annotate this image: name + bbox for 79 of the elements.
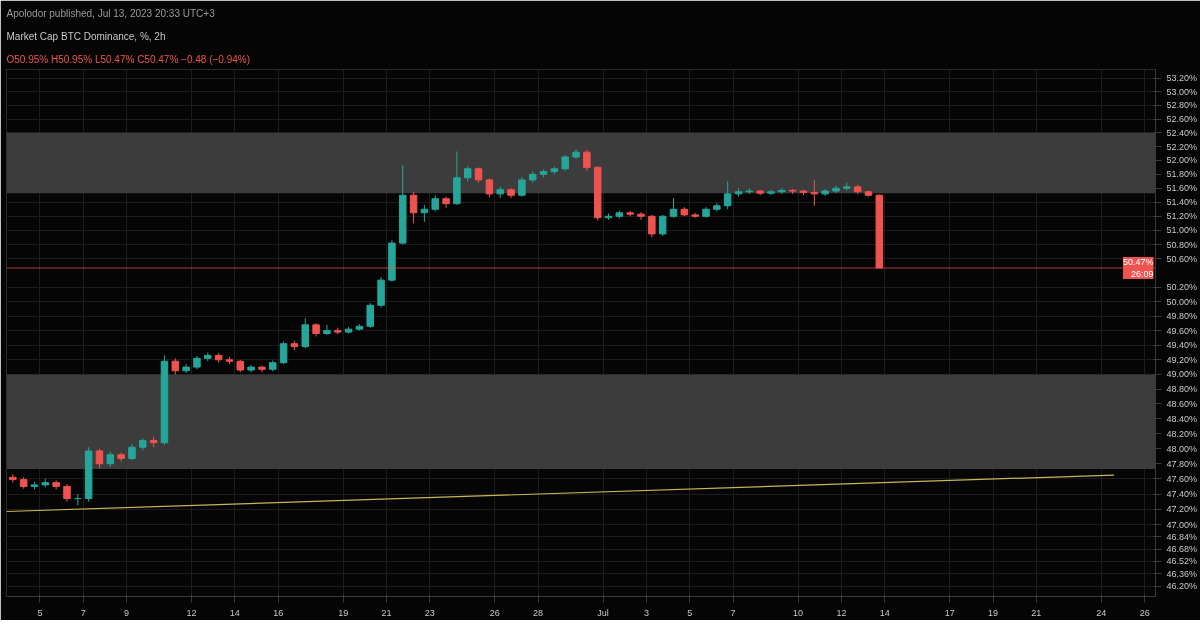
x-tick-label: 7 [730,607,736,618]
x-tick-label: 14 [879,607,890,618]
y-tick-label: 50.20% [1166,282,1198,293]
x-tick-label: 14 [229,607,240,618]
candlestick [637,211,645,221]
y-tick-label: 48.80% [1166,384,1198,395]
y-tick-label: 48.40% [1166,413,1198,424]
x-tick-label: 28 [533,607,544,618]
candlestick [648,214,656,238]
x-tick-label: 26 [1139,607,1150,618]
candlestick [723,180,732,210]
chart-subtitle: O50.95% H50.95% L50.47% C50.47% −0.48 (−0.94%) [6,53,250,65]
y-tick-label: 48.60% [1166,398,1198,409]
x-tick-label: 24 [1096,607,1107,618]
candlestick [366,302,374,329]
chart-title: Market Cap BTC Dominance, %, 2h [6,30,166,42]
y-tick-label: 46.68% [1166,544,1198,555]
x-tick-label: 9 [124,607,130,618]
y-tick-label: 50.00% [1166,296,1198,307]
y-tick-label: 52.00% [1166,155,1198,166]
x-tick-label: 12 [836,607,847,618]
x-tick-label: 3 [643,607,649,618]
y-tick-label: 49.00% [1166,369,1198,380]
y-tick-label: 49.20% [1166,354,1198,365]
x-tick-label: 21 [381,607,392,618]
y-tick-label: 47.60% [1166,473,1198,484]
candlestick [832,184,840,194]
x-tick-label: 26 [489,607,500,618]
y-tick-label: 51.00% [1166,225,1198,236]
x-tick-label: 7 [80,607,86,618]
y-tick-label: 47.40% [1166,489,1198,500]
x-tick-label: Jul [597,607,609,618]
y-tick-label: 50.60% [1166,253,1198,264]
candlestick [279,341,288,365]
y-tick-label: 46.84% [1166,531,1198,542]
candlestick [658,214,667,237]
x-tick-label: 10 [793,607,804,618]
ref-line-label: 50.47% 26:09 [1122,257,1154,279]
y-tick-label: 52.20% [1166,141,1198,152]
candlestick [518,176,526,198]
y-tick-label: 48.00% [1166,443,1198,454]
text: Apolodor published, Jul 13, 2023 20:33 UTC+3 [6,7,216,19]
y-tick-label: 47.00% [1166,519,1198,530]
x-tick-label: 17 [944,607,955,618]
x-tick-label: 19 [988,607,999,618]
candlestick [95,448,104,469]
y-tick-label: 51.40% [1166,197,1198,208]
y-tick-label: 52.80% [1166,100,1198,111]
y-tick-label: 50.80% [1166,239,1198,250]
y-tick-label: 53.20% [1166,73,1198,84]
x-tick-label: 23 [424,607,435,618]
y-tick-label: 46.52% [1166,556,1198,567]
y-tick-label: 47.20% [1166,504,1198,515]
y-tick-label: 51.60% [1166,183,1198,194]
y-tick-label: 47.80% [1166,458,1198,469]
x-tick-label: 21 [1031,607,1042,618]
candlestick [323,324,331,336]
y-tick-label: 51.80% [1166,169,1198,180]
x-tick-label: 5 [687,607,693,618]
candlestick [669,197,678,219]
x-tick-label: 19 [338,607,349,618]
y-tick-label: 48.20% [1166,428,1198,439]
x-tick-label: 5 [37,607,43,618]
candlestick [583,149,591,172]
y-tick-label: 49.60% [1166,325,1198,336]
candlestick [442,196,450,209]
y-tick-label: 46.36% [1166,568,1198,579]
candlestick [409,191,418,224]
y-tick-label: 49.40% [1166,340,1198,351]
y-tick-label: 52.40% [1166,127,1198,138]
y-tick-label: 52.60% [1166,114,1198,125]
candlestick [810,179,819,207]
x-tick-label: 16 [273,607,284,618]
x-tick-label: 12 [186,607,197,618]
y-tick-label: 46.20% [1166,581,1198,592]
y-tick-label: 53.00% [1166,86,1198,97]
candlestick [301,317,310,349]
y-tick-label: 51.20% [1166,211,1198,222]
y-tick-label: 49.80% [1166,311,1198,322]
